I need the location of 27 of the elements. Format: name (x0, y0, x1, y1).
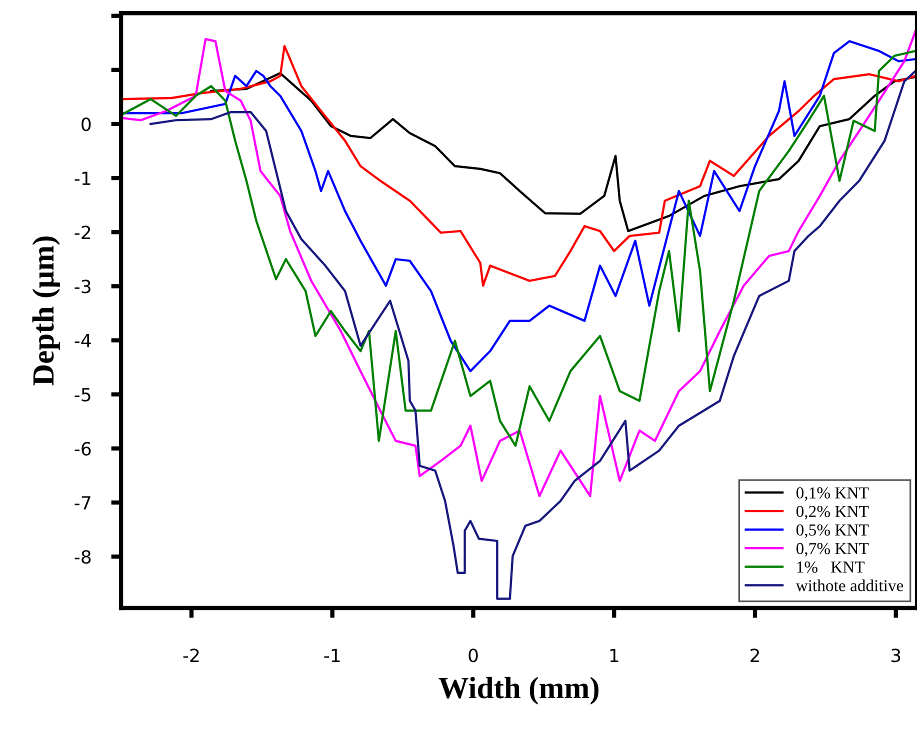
x-axis-title: Width (mm) (438, 676, 598, 705)
y-tick-label: -6 (74, 442, 91, 456)
line-series (150, 70, 917, 600)
x-tick-label: 2 (750, 648, 759, 662)
line-series (121, 45, 917, 287)
legend-label: withote additive (796, 580, 904, 592)
y-tick-label: -2 (74, 226, 90, 239)
y-tick-label: 0 (82, 117, 91, 132)
y-tick-label: -3 (74, 280, 90, 294)
legend-label: 0,7% KNT (796, 542, 869, 557)
x-tick-label: 1 (610, 648, 618, 662)
y-tick-label: -5 (74, 388, 90, 402)
legend-label: 0,1% KNT (796, 487, 869, 501)
legend-label: 0,5% KNT (796, 524, 869, 538)
y-tick-label: -4 (74, 334, 91, 348)
x-tick-label: 3 (892, 648, 900, 662)
x-tick-label: -2 (183, 648, 199, 662)
x-tick-label: 0 (468, 648, 478, 662)
y-tick-label: -7 (74, 496, 90, 510)
y-tick-label: -1 (74, 172, 90, 185)
y-tick-label: -8 (74, 550, 91, 564)
line-series (121, 50, 917, 447)
y-axis-title: Depth (µm) (32, 236, 60, 386)
legend-label: 0,2% KNT (796, 506, 869, 520)
legend-label: 1% KNT (797, 561, 865, 573)
line-series (121, 40, 917, 372)
x-tick-label: -1 (324, 648, 340, 662)
